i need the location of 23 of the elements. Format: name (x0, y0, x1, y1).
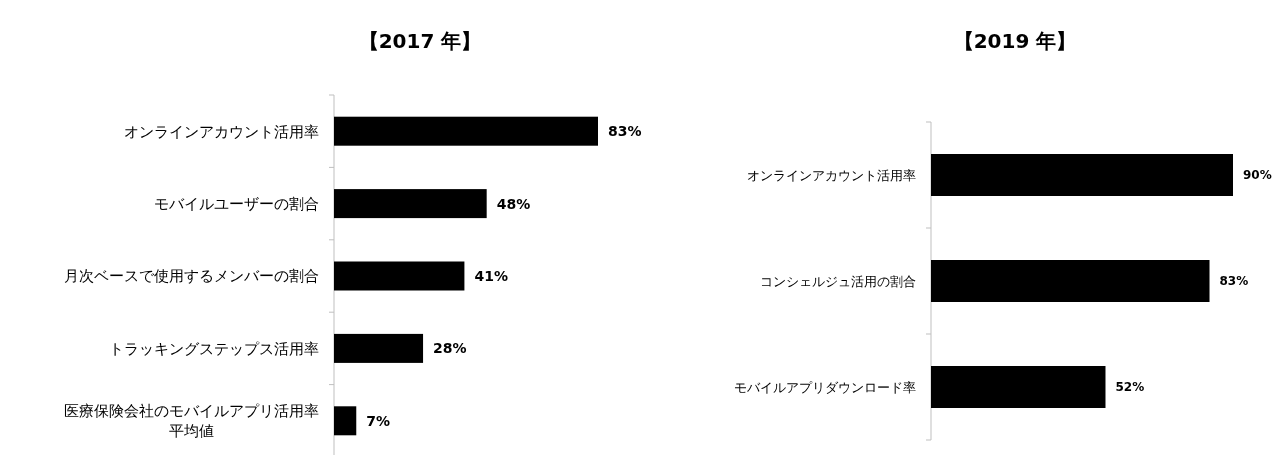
data-label: 48% (496, 195, 531, 212)
bar (334, 261, 465, 291)
bar (334, 333, 424, 363)
data-label: 7% (366, 412, 391, 429)
y-tick-label: 医療保険会社のモバイルアプリ活用率平均値 (64, 402, 319, 440)
bar (334, 406, 357, 436)
y-tick-label: コンシェルジュ活用の割合 (760, 273, 916, 289)
data-label: 83% (1219, 274, 1249, 289)
y-tick-label: オンラインアカウント活用率 (747, 167, 916, 183)
data-label: 52% (1115, 380, 1145, 395)
y-tick-label: モバイルユーザーの割合 (154, 195, 319, 213)
y-tick-label: オンラインアカウント活用率 (124, 122, 319, 141)
bar (334, 116, 598, 146)
chart-title: 【2017 年】 (358, 29, 482, 53)
data-label: 41% (474, 268, 508, 285)
y-tick-label: モバイルアプリダウンロード率 (734, 379, 916, 395)
y-tick-label: 月次ベースで使用するメンバーの割合 (64, 267, 319, 286)
data-label: 83% (608, 123, 642, 140)
bar (334, 189, 487, 219)
data-label: 28% (433, 340, 467, 357)
chart-title: 【2019 年】 (953, 29, 1077, 53)
data-label: 90% (1243, 168, 1272, 183)
y-tick-label: トラッキングステップス活用率 (109, 339, 319, 358)
